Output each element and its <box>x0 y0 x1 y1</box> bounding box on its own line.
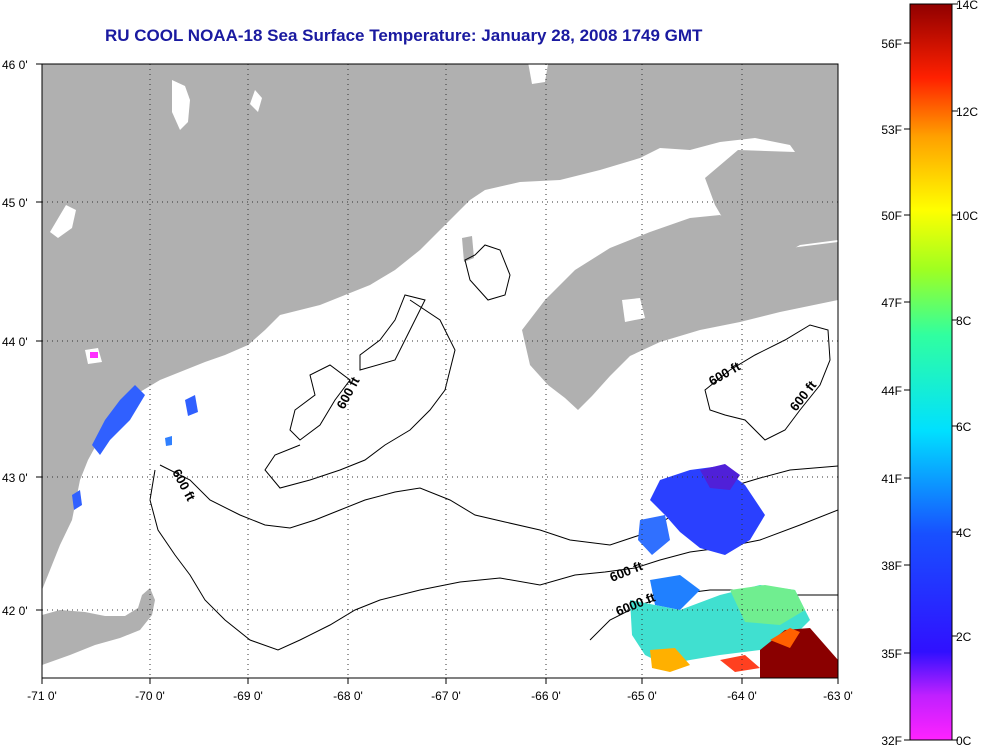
cb-c-10: 10C <box>956 209 978 223</box>
cb-c-8: 8C <box>956 314 972 328</box>
lon-tick-71: -71 0' <box>27 689 57 703</box>
lon-tick-64: -64 0' <box>727 689 757 703</box>
sst-data <box>72 385 838 678</box>
colorbar <box>909 3 953 741</box>
lon-tick-66: -66 0' <box>531 689 561 703</box>
lon-tick-69: -69 0' <box>233 689 263 703</box>
cb-c-2: 2C <box>956 630 972 644</box>
map-frame <box>41 63 839 679</box>
lat-tick-44: 44 0' <box>2 335 28 349</box>
cb-f-35: 35F <box>881 647 902 661</box>
cb-f-56: 56F <box>881 37 902 51</box>
cb-c-4: 4C <box>956 526 972 540</box>
cb-f-53: 53F <box>881 123 902 137</box>
lon-tick-65: -65 0' <box>627 689 657 703</box>
lat-tick-45: 45 0' <box>2 196 28 210</box>
cb-f-50: 50F <box>881 209 902 223</box>
lat-tick-42: 42 0' <box>2 604 28 618</box>
land-mainland <box>42 64 838 590</box>
cb-c-12: 12C <box>956 105 978 119</box>
lon-tick-63: -63 0' <box>823 689 853 703</box>
land-cape-cod <box>42 588 155 665</box>
cb-f-32: 32F <box>881 734 902 748</box>
cb-f-41: 41F <box>881 472 902 486</box>
cb-f-47: 47F <box>881 296 902 310</box>
lat-tick-43: 43 0' <box>2 471 28 485</box>
land-nova-scotia <box>522 215 838 410</box>
cb-f-38: 38F <box>881 559 902 573</box>
cb-c-0: 0C <box>956 734 972 748</box>
lon-tick-67: -67 0' <box>431 689 461 703</box>
cb-c-14: 14C <box>956 0 978 12</box>
map-title: RU COOL NOAA-18 Sea Surface Temperature:… <box>105 26 703 45</box>
lon-tick-68: -68 0' <box>333 689 363 703</box>
lat-tick-46: 46 0' <box>2 58 28 72</box>
lon-tick-70: -70 0' <box>135 689 165 703</box>
cb-c-6: 6C <box>956 420 972 434</box>
cb-f-44: 44F <box>881 384 902 398</box>
